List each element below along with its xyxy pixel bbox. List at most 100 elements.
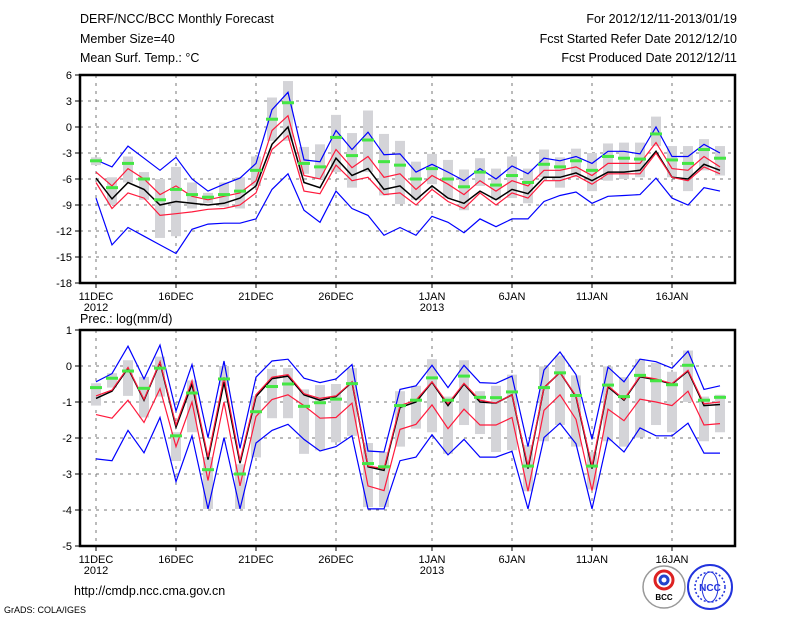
range-bar [587,452,597,490]
upper-blue-line [95,91,721,192]
observed-marker [586,168,598,172]
x-tick-label: 16DEC [158,291,194,303]
range-bar [347,133,357,188]
y-tick-label: -3 [62,148,72,160]
range-bar [667,371,677,433]
observed-marker [138,386,150,390]
observed-marker [282,101,294,105]
observed-marker [378,160,390,164]
observed-marker [138,177,150,181]
x-tick-label: 11JAN [576,554,608,566]
observed-marker [298,161,310,165]
observed-marker [442,177,454,181]
observed-marker [186,391,198,395]
observed-marker [330,135,342,139]
observed-marker [538,162,550,166]
x-tick-label: 21DEC [238,291,274,303]
range-bar [219,366,229,386]
range-bar [715,394,725,433]
range-bar [107,177,117,205]
observed-marker [554,371,566,375]
observed-marker [426,167,438,171]
observed-marker [106,186,118,190]
range-bar [459,360,469,426]
observed-marker [186,193,198,197]
ensemble-mean-line [95,125,721,206]
observed-marker [234,472,246,476]
range-bar [187,380,197,433]
range-bar [555,157,565,188]
observed-marker [490,183,502,187]
range-bar [331,384,341,443]
observed-marker [330,397,342,401]
x-tick-label: 1JAN [419,291,446,303]
ncc-logo-text: NCC [699,583,721,594]
observed-marker [266,385,278,389]
observed-marker [714,395,726,399]
range-bar [411,385,421,429]
y-tick-label: 1 [66,325,72,337]
range-bar [267,368,277,419]
upper-blue-line [95,343,721,453]
figure-title: DERF/NCC/BCC Monthly Forecast [80,12,274,26]
range-bar [155,356,165,397]
observed-marker [650,132,662,136]
observed-marker [634,157,646,161]
bcc-logo-text: BCC [655,593,673,602]
ncc-logo: NCC [687,564,733,610]
observed-marker [506,390,518,394]
lower-red-line [95,134,721,217]
observed-marker [362,462,374,466]
observed-marker [314,401,326,405]
range-bar [619,377,629,447]
observed-marker [714,156,726,160]
range-bar [363,443,373,508]
range-bar [635,359,645,438]
x-tick-label: 11DEC [79,554,114,566]
observed-marker [346,382,358,386]
lower-blue-line [95,172,721,255]
observed-marker [410,177,422,181]
observed-marker [602,383,614,387]
source-url[interactable]: http://cmdp.ncc.cma.gov.cn [74,584,225,598]
y-tick-label: 0 [66,122,72,134]
range-bar [331,114,341,173]
observed-marker [282,382,294,386]
range-bar [571,375,581,447]
range-bar [651,116,661,147]
observed-marker [394,163,406,167]
observed-marker [554,165,566,169]
observed-marker [490,396,502,400]
plot-frame [78,73,737,285]
x-tick-year-label: 2012 [84,565,108,577]
x-tick-year-label: 2013 [420,302,444,314]
range-bar [459,169,469,211]
observed-marker [266,117,278,121]
observed-marker [90,386,102,390]
observed-marker [458,185,470,189]
observed-marker [618,395,630,399]
observed-marker [218,377,230,381]
y-tick-label: -1 [62,397,72,409]
range-bar [667,146,677,178]
observed-marker [202,468,214,472]
range-bar [139,376,149,418]
observed-marker [218,193,230,197]
observed-marker [634,373,646,377]
y-tick-label: -4 [62,505,72,517]
range-bar [571,148,581,178]
observed-marker [602,154,614,158]
range-bar [139,172,149,200]
range-bar [91,383,101,406]
observed-marker [522,180,534,184]
y-tick-label: -15 [56,252,72,264]
range-bar [619,142,629,179]
observed-marker [362,138,374,142]
x-tick-label: 1JAN [419,554,446,566]
observed-marker [314,165,326,169]
upper-red-line [95,114,721,201]
y-tick-label: 3 [66,96,72,108]
